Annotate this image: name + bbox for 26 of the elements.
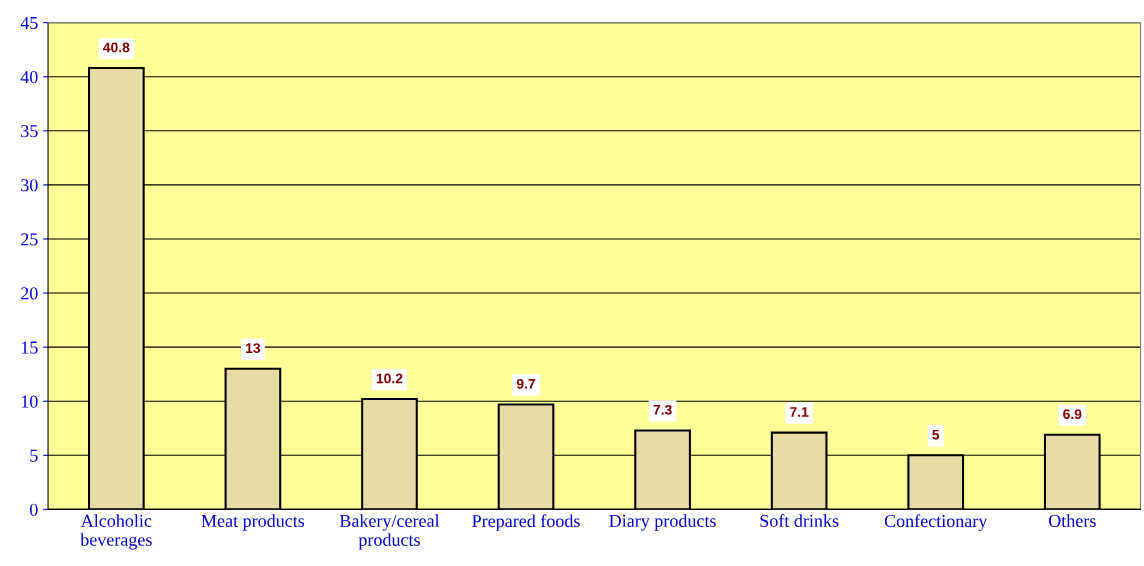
data-label: 5 xyxy=(932,429,940,440)
x-tick-label: Diary products xyxy=(609,514,716,531)
x-tick-label: Prepared foods xyxy=(472,514,580,531)
x-tick-label: Others xyxy=(1048,514,1096,527)
data-label: 9.7 xyxy=(516,378,536,389)
y-tick-label: 0 xyxy=(29,503,38,516)
y-tick-label: 15 xyxy=(21,341,38,354)
data-label: 40.8 xyxy=(103,42,130,53)
data-label: 7.1 xyxy=(790,407,809,417)
y-tick-label: 5 xyxy=(30,449,38,462)
x-tick-label: Bakery/cereal products xyxy=(339,514,440,550)
y-tick-label: 10 xyxy=(21,395,38,408)
data-label: 6.9 xyxy=(1063,409,1082,420)
y-tick-label: 30 xyxy=(21,179,38,192)
y-tick-label: 40 xyxy=(20,70,38,84)
x-tick-label: Soft drinks xyxy=(760,514,839,527)
x-tick-label: Confectionary xyxy=(884,514,988,531)
y-tick-label: 20 xyxy=(21,287,38,300)
data-label: 13 xyxy=(246,343,261,354)
x-tick-label: Meat products xyxy=(201,514,305,531)
x-tick-label: Alcoholic beverages xyxy=(80,514,152,550)
y-tick-label: 25 xyxy=(21,233,38,246)
y-tick-label: 45 xyxy=(20,17,38,30)
data-label: 7.3 xyxy=(653,404,672,415)
data-label: 10.2 xyxy=(376,373,403,384)
y-tick-label: 35 xyxy=(21,125,38,138)
